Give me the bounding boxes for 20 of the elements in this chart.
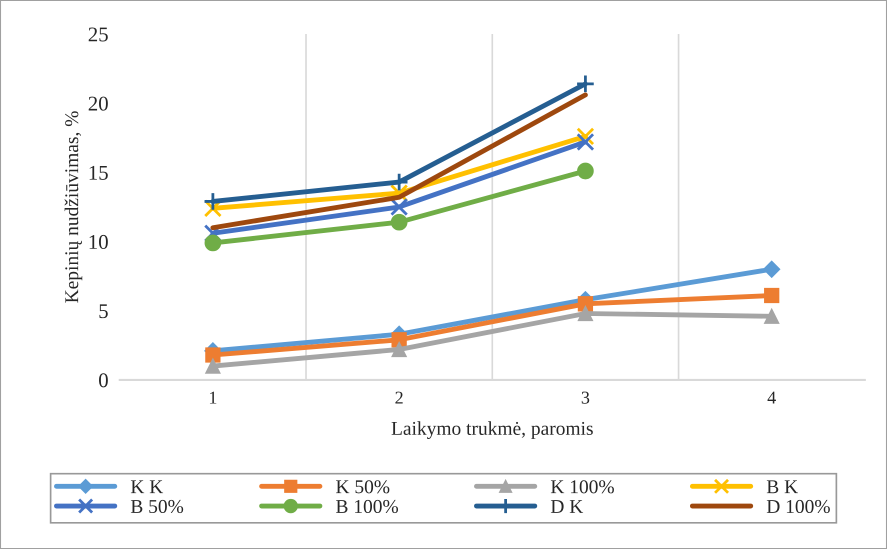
x-tick-label: 1	[210, 392, 216, 404]
y-tick-label: 0	[99, 373, 108, 388]
y-tick-label: 5	[99, 304, 108, 318]
legend-label: K K	[130, 480, 164, 494]
y-axis-title: Kepinių nudžiūvimas, %	[64, 111, 82, 303]
legend-label: D K	[550, 500, 584, 513]
y-tick-label: 25	[88, 27, 108, 42]
y-tick-label: 20	[88, 96, 108, 111]
x-tick-label: 4	[768, 392, 776, 404]
y-tick-label: 15	[90, 166, 108, 180]
x-tick-label: 2	[395, 392, 403, 404]
legend-label: B 100%	[336, 500, 398, 514]
legend-label: K 50%	[336, 480, 390, 494]
x-tick-label: 3	[582, 392, 590, 404]
legend-label: B K	[766, 480, 798, 494]
legend-label: K 100%	[550, 480, 614, 494]
legend-label: B 50%	[130, 500, 184, 514]
legend-label: D 100%	[766, 500, 830, 514]
y-tick-label: 10	[90, 234, 108, 249]
x-axis-title: Laikymo trukmė, paromis	[392, 421, 593, 439]
